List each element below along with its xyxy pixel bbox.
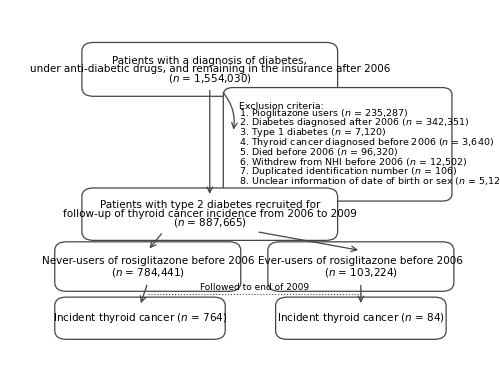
Text: Incident thyroid cancer ($n$ = 84): Incident thyroid cancer ($n$ = 84): [277, 311, 445, 325]
Text: ($n$ = 103,224): ($n$ = 103,224): [324, 266, 398, 279]
Text: Followed to end of 2009: Followed to end of 2009: [200, 283, 309, 292]
Text: Ever-users of rosiglitazone before 2006: Ever-users of rosiglitazone before 2006: [258, 256, 464, 266]
Text: 4. Thyroid cancer diagnosed before 2006 ($n$ = 3,640): 4. Thyroid cancer diagnosed before 2006 …: [239, 136, 494, 149]
FancyBboxPatch shape: [82, 42, 338, 96]
Text: Patients with type 2 diabetes recruited for: Patients with type 2 diabetes recruited …: [100, 200, 320, 211]
Text: Incident thyroid cancer ($n$ = 764): Incident thyroid cancer ($n$ = 764): [53, 311, 227, 325]
Text: 1. Pioglitazone users ($n$ = 235,287): 1. Pioglitazone users ($n$ = 235,287): [239, 107, 408, 120]
FancyBboxPatch shape: [224, 88, 452, 201]
Text: 5. Died before 2006 ($n$ = 96,320): 5. Died before 2006 ($n$ = 96,320): [239, 146, 398, 158]
Text: 7. Duplicated identification number ($n$ = 106): 7. Duplicated identification number ($n$…: [239, 165, 457, 178]
FancyBboxPatch shape: [55, 297, 225, 339]
Text: Never-users of rosiglitazone before 2006: Never-users of rosiglitazone before 2006: [42, 256, 254, 266]
Text: Exclusion criteria:: Exclusion criteria:: [239, 102, 324, 111]
Text: ($n$ = 887,665): ($n$ = 887,665): [173, 217, 246, 229]
FancyBboxPatch shape: [276, 297, 446, 339]
FancyBboxPatch shape: [55, 242, 241, 291]
Text: 8. Unclear information of date of birth or sex ($n$ = 5,122): 8. Unclear information of date of birth …: [239, 175, 500, 187]
Text: follow-up of thyroid cancer incidence from 2006 to 2009: follow-up of thyroid cancer incidence fr…: [63, 209, 356, 219]
Text: Patients with a diagnosis of diabetes,: Patients with a diagnosis of diabetes,: [112, 56, 307, 66]
Text: 3. Type 1 diabetes ($n$ = 7,120): 3. Type 1 diabetes ($n$ = 7,120): [239, 126, 386, 139]
Text: under anti-diabetic drugs, and remaining in the insurance after 2006: under anti-diabetic drugs, and remaining…: [30, 64, 390, 74]
FancyBboxPatch shape: [268, 242, 454, 291]
Text: 6. Withdrew from NHI before 2006 ($n$ = 12,502): 6. Withdrew from NHI before 2006 ($n$ = …: [239, 156, 467, 168]
Text: ($n$ = 784,441): ($n$ = 784,441): [111, 266, 184, 279]
Text: 2. Diabetes diagnosed after 2006 ($n$ = 342,351): 2. Diabetes diagnosed after 2006 ($n$ = …: [239, 116, 469, 130]
FancyBboxPatch shape: [82, 188, 338, 240]
Text: ($n$ = 1,554,030): ($n$ = 1,554,030): [168, 71, 252, 85]
